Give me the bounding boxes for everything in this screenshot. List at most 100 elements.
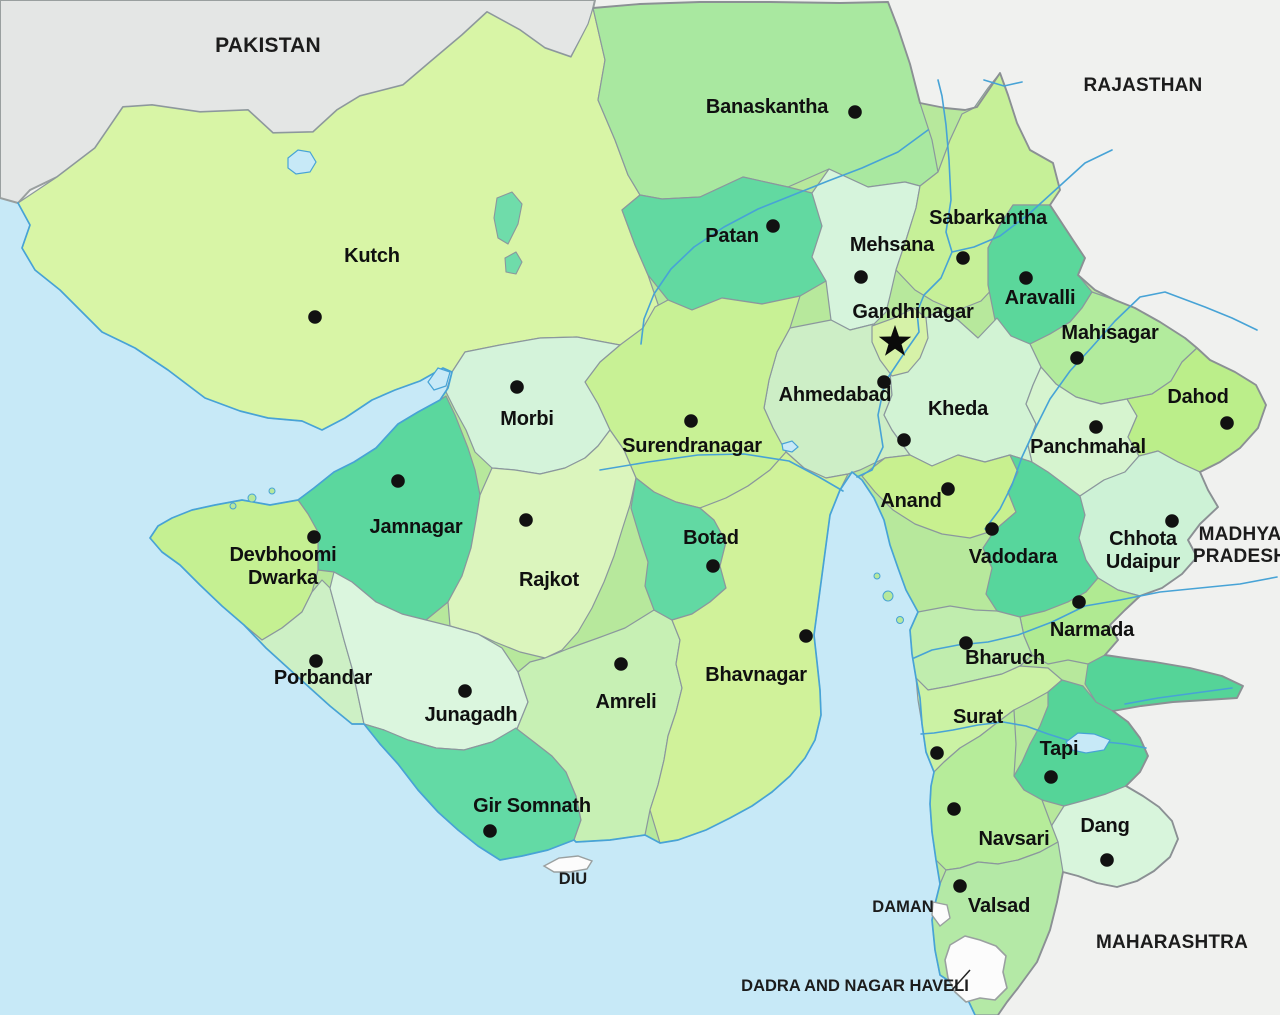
city-dot-surat	[930, 746, 944, 760]
kutch-lake	[287, 149, 317, 175]
city-dot-sabarkantha	[956, 251, 970, 265]
district-label-junagadh: Junagadh	[425, 704, 518, 726]
city-dot-kutch	[308, 310, 322, 324]
district-label-dahod: Dahod	[1167, 386, 1228, 408]
city-dot-rajkot	[519, 513, 533, 527]
city-dot-dang	[1100, 853, 1114, 867]
city-dot-tapi	[1044, 770, 1058, 784]
state-border-line	[592, 1, 1267, 1015]
nal-sarovar	[781, 440, 799, 453]
district-label-amreli: Amreli	[595, 691, 656, 713]
district-label-gir-somnath: Gir Somnath	[473, 795, 591, 817]
city-dot-ahmedabad	[877, 375, 891, 389]
islet-0	[247, 493, 257, 503]
district-label-narmada: Narmada	[1050, 619, 1135, 641]
district-label-devbhoomi-dwarka: Dwarka	[248, 567, 319, 589]
district-label-rajkot: Rajkot	[519, 569, 579, 591]
district-label-navsari: Navsari	[979, 828, 1050, 850]
city-dot-vadodara	[985, 522, 999, 536]
islet-3	[882, 590, 894, 602]
banas-river	[640, 129, 929, 345]
neighbor-label-madhya-pradesh: PRADESH	[1193, 546, 1280, 567]
capital-star	[878, 325, 912, 356]
district-label-morbi: Morbi	[500, 408, 553, 430]
district-label-bhavnagar: Bhavnagar	[705, 664, 807, 686]
spike-stream	[983, 79, 1023, 87]
neighbor-label-madhya-pradesh: MADHYA	[1199, 524, 1280, 545]
city-dot-bharuch	[959, 636, 973, 650]
district-label-devbhoomi-dwarka: Devbhoomi	[229, 544, 336, 566]
islet-4	[896, 616, 904, 624]
city-dot-morbi	[510, 380, 524, 394]
district-shape-rajkot	[447, 429, 637, 659]
city-dot-banaskantha	[848, 105, 862, 119]
district-shape-patan	[621, 176, 827, 311]
city-dot-patan	[766, 219, 780, 233]
district-label-botad: Botad	[683, 527, 739, 549]
arabian-sea	[0, 198, 975, 1015]
sabarmati-river	[856, 79, 953, 478]
district-label-chhota-udaipur: Udaipur	[1106, 551, 1181, 573]
city-dot-kheda	[897, 433, 911, 447]
city-dot-dahod	[1220, 416, 1234, 430]
city-dot-mahisagar	[1070, 351, 1084, 365]
territory-label-dadra-and-nagar-haveli: DADRA AND NAGAR HAVELI	[741, 977, 969, 995]
dnh-pointer-line	[951, 969, 971, 991]
islet-2	[229, 502, 237, 510]
diu-island-shape	[542, 855, 594, 873]
district-label-porbandar: Porbandar	[274, 667, 373, 689]
district-label-anand: Anand	[880, 490, 941, 512]
neighbor-label-pakistan: PAKISTAN	[215, 34, 321, 57]
city-dot-valsad	[953, 879, 967, 893]
district-shape-mehsana	[811, 168, 921, 331]
city-dot-bhavnagar	[799, 629, 813, 643]
ukai-reservoir	[1065, 732, 1111, 754]
district-label-mehsana: Mehsana	[850, 234, 935, 256]
district-label-tapi: Tapi	[1040, 738, 1079, 760]
district-label-kheda: Kheda	[928, 398, 989, 420]
district-label-vadodara: Vadodara	[969, 546, 1059, 568]
city-dot-junagadh	[458, 684, 472, 698]
district-label-kutch: Kutch	[344, 245, 400, 267]
region-shape-rann-patch-1	[493, 191, 523, 245]
district-label-bharuch: Bharuch	[965, 647, 1045, 669]
city-dot-porbandar	[309, 654, 323, 668]
district-label-ahmedabad: Ahmedabad	[779, 384, 892, 406]
district-label-chhota-udaipur: Chhota	[1109, 528, 1178, 550]
city-dot-devbhoomi-dwarka	[307, 530, 321, 544]
gulf-tip-inlet	[427, 367, 451, 391]
daman-shape	[931, 901, 951, 928]
city-dot-gir-somnath	[483, 824, 497, 838]
arm-stream	[1124, 687, 1233, 705]
city-dot-mehsana	[854, 270, 868, 284]
territory-label-diu: DIU	[559, 870, 587, 888]
district-label-gandhinagar: Gandhinagar	[852, 301, 974, 323]
city-dot-botad	[706, 559, 720, 573]
district-label-sabarkantha: Sabarkantha	[929, 207, 1048, 229]
city-dot-amreli	[614, 657, 628, 671]
coastline	[17, 202, 976, 1015]
district-label-panchmahal: Panchmahal	[1030, 436, 1146, 458]
city-dot-narmada	[1072, 595, 1086, 609]
hathmati-river	[951, 149, 1113, 253]
wadhwan-river	[599, 453, 844, 492]
district-label-surendranagar: Surendranagar	[622, 435, 762, 457]
region-shape-rann-patch-2	[504, 251, 523, 275]
city-dot-surendranagar	[684, 414, 698, 428]
dadra-nagar-haveli-shape	[944, 935, 1008, 1003]
district-label-mahisagar: Mahisagar	[1061, 322, 1159, 344]
city-dot-navsari	[947, 802, 961, 816]
narmada-river	[913, 576, 1278, 659]
district-label-surat: Surat	[953, 706, 1004, 728]
territory-label-daman: DAMAN	[872, 898, 933, 916]
district-label-patan: Patan	[705, 225, 758, 247]
city-dot-chhota-udaipur	[1165, 514, 1179, 528]
islet-5	[873, 572, 881, 580]
district-label-valsad: Valsad	[968, 895, 1030, 917]
city-dot-anand	[941, 482, 955, 496]
district-label-jamnagar: Jamnagar	[370, 516, 463, 538]
city-dot-panchmahal	[1089, 420, 1103, 434]
neighbor-label-maharashtra: MAHARASHTRA	[1096, 932, 1248, 953]
